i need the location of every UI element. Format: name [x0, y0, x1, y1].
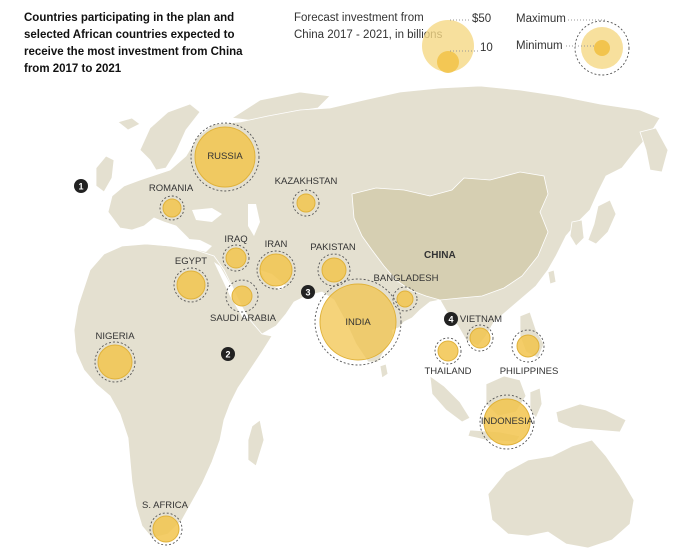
legend-range-max-ring — [574, 20, 630, 76]
marker-2: 2 — [221, 347, 235, 361]
label-vietnam: VIETNAM — [460, 314, 502, 325]
china-label: CHINA — [424, 250, 456, 261]
bubble-indonesia[interactable] — [479, 394, 535, 450]
landmass-new-guinea — [555, 403, 627, 433]
landmass-africa — [73, 243, 273, 539]
landmass-scandinavia — [139, 103, 201, 171]
bubble-romania[interactable] — [159, 195, 185, 221]
label-saudi-arabia: SAUDI ARABIA — [210, 313, 277, 324]
label-philippines: PHILIPPINES — [500, 366, 559, 377]
black-sea — [192, 208, 222, 222]
bubble-egypt[interactable] — [173, 267, 209, 303]
map-title: Countries participating in the plan and … — [24, 12, 243, 75]
label-romania: ROMANIA — [149, 183, 194, 194]
landmass-iceland — [117, 117, 141, 131]
landmass-taiwan — [547, 269, 557, 285]
bubble-vietnam[interactable] — [466, 324, 494, 352]
bubble-iran[interactable] — [256, 250, 296, 290]
legend-heading: Forecast investment from China 2017 - 20… — [294, 12, 443, 41]
bubble-kazakhstan[interactable] — [292, 189, 320, 217]
label-pakistan: PAKISTAN — [310, 242, 356, 253]
label-indonesia: INDONESIA — [481, 416, 534, 427]
landmass-australia — [487, 439, 635, 549]
marker-2-number: 2 — [225, 350, 230, 360]
marker-1: 1 — [74, 179, 88, 193]
legend-circle-small — [437, 51, 459, 73]
marker-1-number: 1 — [78, 182, 83, 192]
legend-circle-large — [422, 20, 474, 72]
marker-3: 3 — [301, 285, 315, 299]
range-legend: Maximum Minimum — [516, 13, 630, 76]
landmass-japan — [587, 199, 617, 245]
bubble-russia[interactable] — [190, 122, 260, 192]
bubble-bangladesh[interactable] — [392, 286, 418, 312]
bubble-saudi-arabia[interactable] — [225, 279, 259, 313]
size-legend: $50 10 — [422, 13, 493, 73]
bubble-iraq[interactable] — [222, 244, 250, 272]
bubble-thailand[interactable] — [434, 337, 462, 365]
label-nigeria: NIGERIA — [95, 331, 135, 342]
marker-3-number: 3 — [305, 288, 310, 298]
marker-4-number: 4 — [448, 315, 453, 325]
label-egypt: EGYPT — [175, 256, 207, 267]
label-iraq: IRAQ — [224, 234, 247, 245]
landmass-sumatra — [429, 375, 471, 423]
caspian-sea — [248, 204, 260, 236]
landmass-british-isles — [95, 155, 115, 193]
mediterranean-sea — [118, 230, 212, 252]
legend-max-label: Maximum — [516, 13, 566, 25]
label-india: INDIA — [345, 317, 371, 328]
legend-large-label: $50 — [472, 13, 491, 25]
label-thailand: THAILAND — [425, 366, 472, 377]
label-south-africa: S. AFRICA — [142, 500, 189, 511]
marker-4: 4 — [444, 312, 458, 326]
bubble-nigeria[interactable] — [94, 341, 136, 383]
legend-range-min-fill — [594, 40, 610, 56]
landmass-korea — [569, 219, 585, 247]
legend-min-label: Minimum — [516, 40, 563, 52]
legend-small-label: 10 — [480, 42, 493, 54]
bubbles-layer — [94, 122, 545, 546]
label-iran: IRAN — [265, 239, 288, 250]
china-region — [351, 171, 549, 301]
landmass-sulawesi — [529, 387, 543, 419]
landmass-sri-lanka — [379, 363, 389, 379]
country-labels: RUSSIA ROMANIA KAZAKHSTAN IRAQ IRAN EGYP… — [95, 151, 558, 511]
label-bangladesh: BANGLADESH — [374, 273, 439, 284]
bubble-india[interactable] — [314, 278, 402, 366]
bubble-philippines[interactable] — [511, 329, 545, 363]
label-russia: RUSSIA — [207, 151, 243, 162]
label-kazakhstan: KAZAKHSTAN — [275, 176, 338, 187]
numbered-markers: 1 2 3 4 — [74, 179, 458, 361]
landmass-madagascar — [247, 419, 265, 467]
landmass-kamchatka — [639, 127, 669, 173]
bubble-south-africa[interactable] — [149, 512, 183, 546]
